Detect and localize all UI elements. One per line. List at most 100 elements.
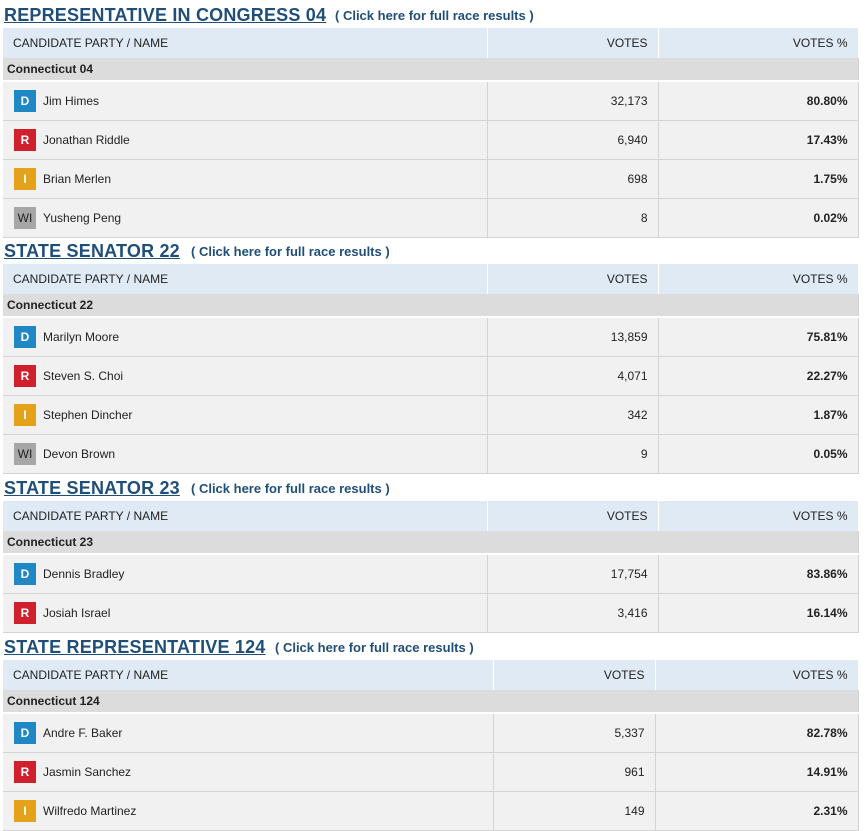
table-header-row: CANDIDATE PARTY / NAME VOTES VOTES %: [3, 28, 859, 58]
region-row: Connecticut 23: [3, 531, 859, 555]
region-row: Connecticut 04: [3, 58, 859, 82]
column-header-votes: VOTES: [487, 501, 659, 531]
candidate-name: Jonathan Riddle: [43, 133, 130, 147]
table-row: I Wilfredo Martinez 149 2.31%: [3, 791, 859, 831]
region-label: Connecticut 22: [3, 294, 859, 318]
candidate-name: Devon Brown: [43, 447, 116, 461]
full-results-link[interactable]: ( Click here for full race results ): [335, 8, 534, 23]
vote-percent-cell: 16.14%: [658, 593, 859, 633]
candidate-cell: D Jim Himes: [3, 81, 488, 121]
candidate-cell: I Brian Merlen: [3, 159, 488, 199]
results-table: CANDIDATE PARTY / NAME VOTES VOTES % Con…: [3, 264, 859, 474]
table-row: R Josiah Israel 3,416 16.14%: [3, 593, 859, 633]
race-header: STATE SENATOR 23 ( Click here for full r…: [3, 475, 858, 501]
full-results-link[interactable]: ( Click here for full race results ): [275, 640, 474, 655]
candidate-name: Stephen Dincher: [43, 408, 133, 422]
candidate-name: Yusheng Peng: [43, 211, 122, 225]
results-table: CANDIDATE PARTY / NAME VOTES VOTES % Con…: [3, 28, 859, 238]
table-row: D Marilyn Moore 13,859 75.81%: [3, 317, 859, 357]
race-title-link[interactable]: STATE REPRESENTATIVE 124: [4, 637, 266, 657]
party-badge-republican: R: [14, 365, 36, 387]
table-row: D Andre F. Baker 5,337 82.78%: [3, 713, 859, 753]
table-row: R Steven S. Choi 4,071 22.27%: [3, 356, 859, 396]
column-header-candidate: CANDIDATE PARTY / NAME: [3, 660, 494, 690]
party-badge-independent: I: [14, 800, 36, 822]
race-section: STATE SENATOR 23 ( Click here for full r…: [3, 475, 859, 633]
candidate-cell: I Wilfredo Martinez: [3, 791, 494, 831]
race-header: STATE SENATOR 22 ( Click here for full r…: [3, 238, 858, 264]
party-badge-democrat: D: [14, 326, 36, 348]
race-title-link[interactable]: STATE SENATOR 23: [4, 478, 180, 498]
candidate-cell: WI Yusheng Peng: [3, 198, 488, 238]
region-label: Connecticut 04: [3, 58, 859, 82]
votes-cell: 5,337: [493, 713, 656, 753]
votes-cell: 4,071: [487, 356, 659, 396]
candidate-name: Josiah Israel: [43, 606, 111, 620]
race-section: STATE SENATOR 22 ( Click here for full r…: [3, 238, 859, 474]
vote-percent-cell: 1.87%: [658, 395, 859, 435]
race-title-link[interactable]: STATE SENATOR 22: [4, 241, 180, 261]
candidate-cell: I Stephen Dincher: [3, 395, 488, 435]
race-section: REPRESENTATIVE IN CONGRESS 04 ( Click he…: [3, 2, 859, 238]
table-row: WI Yusheng Peng 8 0.02%: [3, 198, 859, 238]
votes-cell: 13,859: [487, 317, 659, 357]
votes-cell: 342: [487, 395, 659, 435]
votes-cell: 149: [493, 791, 656, 831]
candidate-name: Brian Merlen: [43, 172, 112, 186]
candidate-name: Jasmin Sanchez: [43, 765, 132, 779]
votes-cell: 9: [487, 434, 659, 474]
party-badge-independent: I: [14, 168, 36, 190]
race-title-link[interactable]: REPRESENTATIVE IN CONGRESS 04: [4, 5, 327, 25]
vote-percent-cell: 2.31%: [655, 791, 859, 831]
results-table: CANDIDATE PARTY / NAME VOTES VOTES % Con…: [3, 501, 859, 633]
column-header-pct: VOTES %: [658, 264, 859, 294]
candidate-cell: D Dennis Bradley: [3, 554, 488, 594]
party-badge-republican: R: [14, 761, 36, 783]
table-header-row: CANDIDATE PARTY / NAME VOTES VOTES %: [3, 501, 859, 531]
party-badge-write-in: WI: [14, 207, 36, 229]
party-badge-independent: I: [14, 404, 36, 426]
column-header-pct: VOTES %: [655, 660, 859, 690]
region-row: Connecticut 124: [3, 690, 859, 714]
vote-percent-cell: 17.43%: [658, 120, 859, 160]
table-row: I Brian Merlen 698 1.75%: [3, 159, 859, 199]
table-row: R Jonathan Riddle 6,940 17.43%: [3, 120, 859, 160]
column-header-votes: VOTES: [493, 660, 656, 690]
table-row: WI Devon Brown 9 0.05%: [3, 434, 859, 474]
vote-percent-cell: 22.27%: [658, 356, 859, 396]
race-section: STATE REPRESENTATIVE 124 ( Click here fo…: [3, 634, 859, 831]
table-header-row: CANDIDATE PARTY / NAME VOTES VOTES %: [3, 660, 859, 690]
vote-percent-cell: 82.78%: [655, 713, 859, 753]
region-label: Connecticut 124: [3, 690, 859, 714]
candidate-cell: D Andre F. Baker: [3, 713, 494, 753]
party-badge-republican: R: [14, 129, 36, 151]
votes-cell: 961: [493, 752, 656, 792]
table-row: D Dennis Bradley 17,754 83.86%: [3, 554, 859, 594]
candidate-cell: R Josiah Israel: [3, 593, 488, 633]
candidate-cell: R Jasmin Sanchez: [3, 752, 494, 792]
candidate-cell: D Marilyn Moore: [3, 317, 488, 357]
candidate-name: Wilfredo Martinez: [43, 804, 137, 818]
votes-cell: 698: [487, 159, 659, 199]
vote-percent-cell: 1.75%: [658, 159, 859, 199]
votes-cell: 17,754: [487, 554, 659, 594]
results-table: CANDIDATE PARTY / NAME VOTES VOTES % Con…: [3, 660, 859, 831]
vote-percent-cell: 14.91%: [655, 752, 859, 792]
table-row: R Jasmin Sanchez 961 14.91%: [3, 752, 859, 792]
column-header-candidate: CANDIDATE PARTY / NAME: [3, 264, 488, 294]
candidate-name: Andre F. Baker: [43, 726, 123, 740]
vote-percent-cell: 83.86%: [658, 554, 859, 594]
full-results-link[interactable]: ( Click here for full race results ): [191, 244, 390, 259]
column-header-candidate: CANDIDATE PARTY / NAME: [3, 28, 488, 58]
race-header: STATE REPRESENTATIVE 124 ( Click here fo…: [3, 634, 858, 660]
votes-cell: 6,940: [487, 120, 659, 160]
party-badge-democrat: D: [14, 563, 36, 585]
party-badge-republican: R: [14, 602, 36, 624]
vote-percent-cell: 75.81%: [658, 317, 859, 357]
full-results-link[interactable]: ( Click here for full race results ): [191, 481, 390, 496]
party-badge-write-in: WI: [14, 443, 36, 465]
candidate-cell: R Steven S. Choi: [3, 356, 488, 396]
candidate-cell: WI Devon Brown: [3, 434, 488, 474]
table-row: D Jim Himes 32,173 80.80%: [3, 81, 859, 121]
votes-cell: 3,416: [487, 593, 659, 633]
